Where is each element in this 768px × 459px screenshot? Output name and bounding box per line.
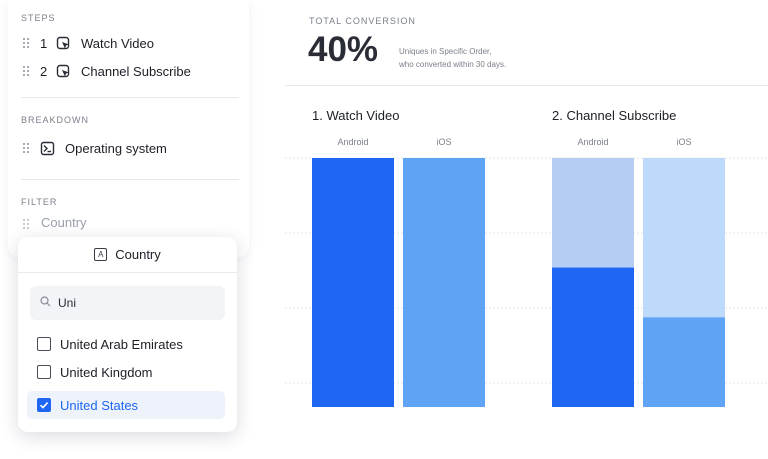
- step-number: 1: [40, 35, 48, 51]
- steps-section-label: STEPS: [21, 13, 56, 23]
- conversion-bar: [403, 158, 485, 407]
- country-option-selected[interactable]: United States: [27, 391, 225, 419]
- breakdown-item-os[interactable]: Operating system: [22, 138, 167, 158]
- search-input[interactable]: [58, 296, 208, 310]
- search-icon: [40, 294, 51, 312]
- section-divider: [21, 179, 239, 180]
- checkbox[interactable]: [37, 337, 51, 351]
- header-divider: [285, 85, 768, 86]
- conversion-note-line1: Uniques in Specific Order,: [399, 47, 492, 56]
- text-property-icon: A: [94, 248, 108, 261]
- option-label: United Arab Emirates: [60, 336, 183, 352]
- country-option[interactable]: United Arab Emirates: [27, 330, 225, 358]
- conversion-note-line2: who converted within 30 days.: [399, 60, 507, 69]
- dropdown-title: Country: [115, 247, 161, 262]
- check-icon: [39, 402, 49, 409]
- breakdown-section-label: BREAKDOWN: [21, 115, 90, 125]
- conversion-bar: [312, 158, 394, 407]
- option-label: United States: [60, 397, 139, 413]
- drag-handle-icon[interactable]: [22, 142, 30, 154]
- country-filter-dropdown: A Country United Arab Emirates United Ki…: [18, 237, 237, 432]
- dropdown-header: A Country: [18, 237, 237, 273]
- filter-section-label: FILTER: [21, 197, 58, 207]
- step-item-1[interactable]: 1 Watch Video: [22, 33, 154, 53]
- section-divider: [21, 97, 239, 98]
- bar-label-android: Android: [337, 137, 369, 147]
- step-label: Watch Video: [81, 35, 154, 51]
- bar-label-android: Android: [577, 137, 609, 147]
- step-number: 2: [40, 63, 48, 79]
- bar-label-ios: iOS: [676, 137, 692, 147]
- funnel-config-panel: [8, 0, 249, 258]
- country-option[interactable]: United Kingdom: [27, 358, 225, 386]
- filter-item-country[interactable]: [22, 214, 40, 234]
- option-label: United Kingdom: [60, 364, 153, 380]
- filter-country-label[interactable]: Country: [41, 215, 87, 230]
- conversion-bar: [643, 317, 725, 407]
- checkbox-checked[interactable]: [37, 398, 51, 412]
- conversion-note: Uniques in Specific Order, who converted…: [399, 45, 506, 71]
- breakdown-label: Operating system: [65, 140, 167, 156]
- conversion-bar: [552, 267, 634, 407]
- search-box[interactable]: [30, 286, 225, 320]
- drag-handle-icon[interactable]: [22, 218, 30, 230]
- step-label: Channel Subscribe: [81, 63, 191, 79]
- checkbox[interactable]: [37, 365, 51, 379]
- bar-label-ios: iOS: [436, 137, 452, 147]
- total-conversion-label: TOTAL CONVERSION: [309, 16, 416, 26]
- property-icon: [40, 141, 55, 156]
- event-icon: [56, 64, 71, 79]
- chart-step-title-1: 1. Watch Video: [312, 108, 400, 123]
- event-icon: [56, 36, 71, 51]
- total-conversion-value: 40%: [308, 30, 379, 69]
- drag-handle-icon[interactable]: [22, 37, 30, 49]
- chart-step-title-2: 2. Channel Subscribe: [552, 108, 677, 123]
- step-item-2[interactable]: 2 Channel Subscribe: [22, 61, 191, 81]
- drag-handle-icon[interactable]: [22, 65, 30, 77]
